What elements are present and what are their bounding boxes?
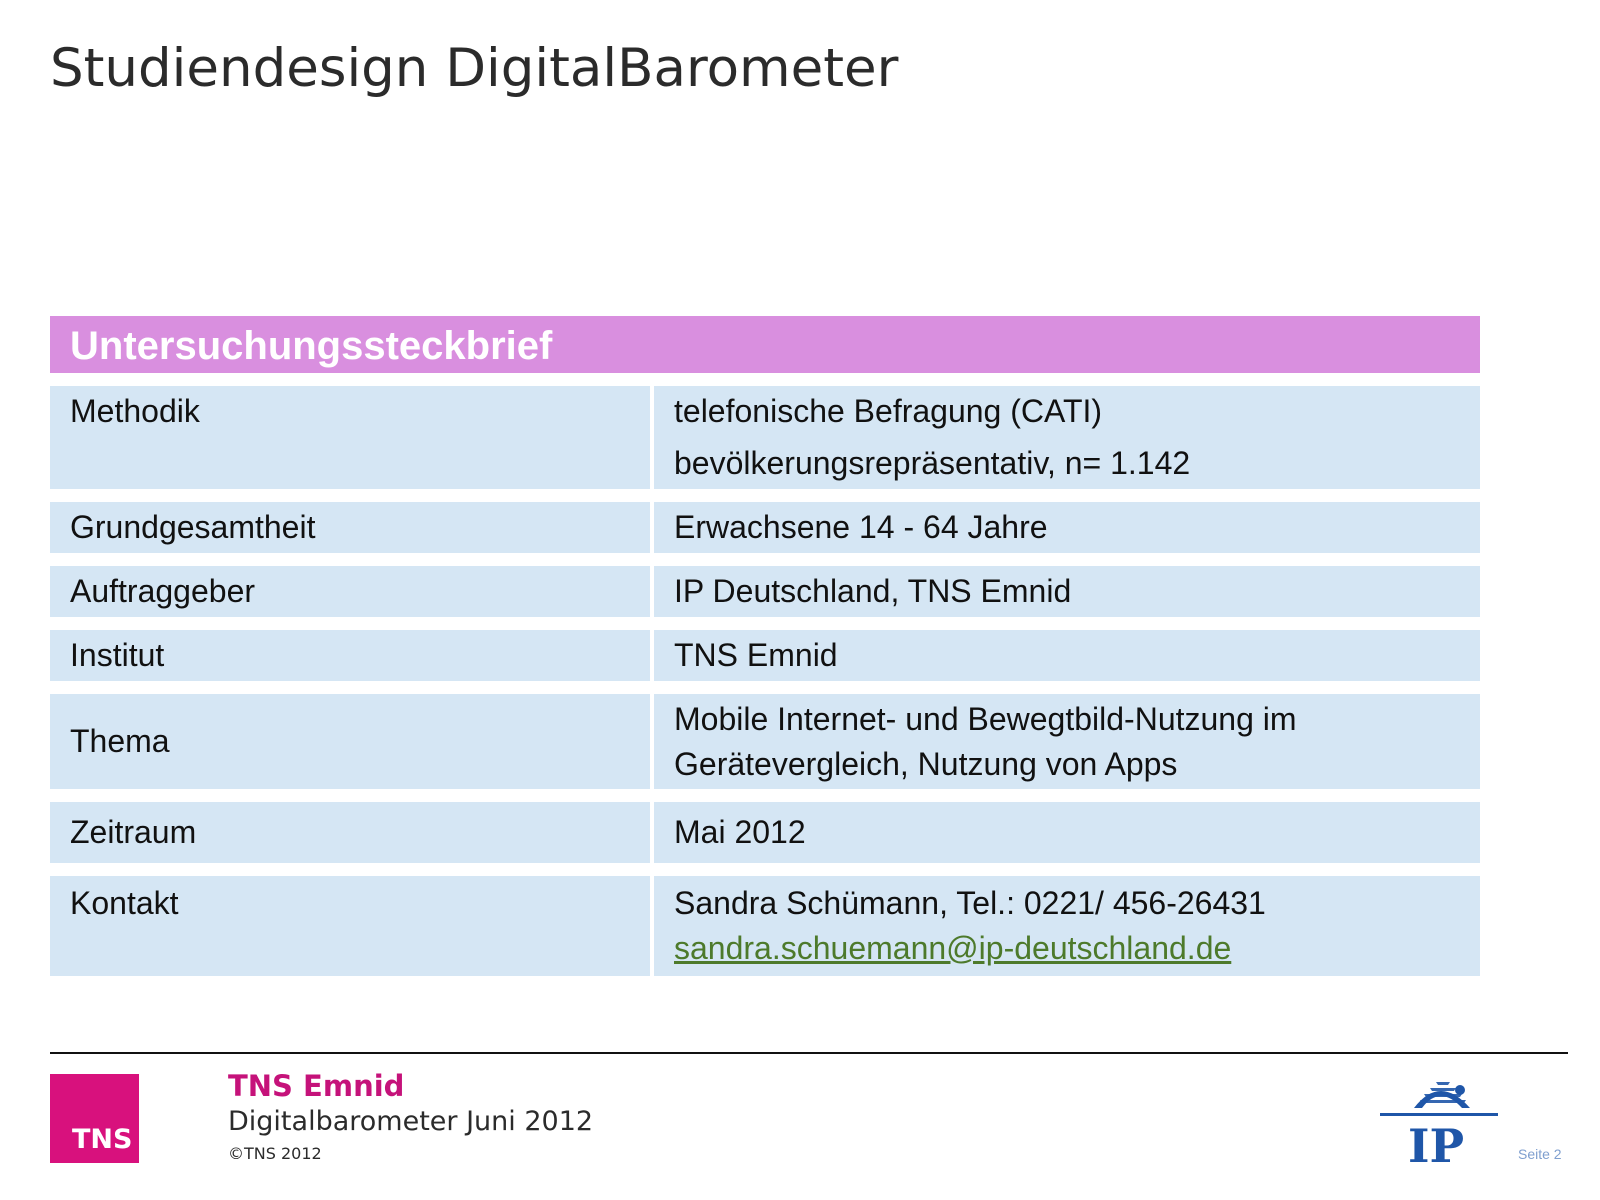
row-value: Mobile Internet- und Bewegtbild-Nutzung … <box>654 694 1480 789</box>
row-value-line: telefonische Befragung (CATI) <box>674 393 1103 429</box>
row-value: Erwachsene 14 - 64 Jahre <box>654 502 1480 553</box>
footer-divider <box>50 1052 1568 1054</box>
row-label: Institut <box>50 630 650 681</box>
ip-logo-text: IP <box>1408 1119 1464 1166</box>
table-header: Untersuchungssteckbrief <box>50 316 1480 373</box>
footer-info: TNS Emnid Digitalbarometer Juni 2012 ©TN… <box>228 1068 593 1168</box>
row-value: Sandra Schümann, Tel.: 0221/ 456-26431 s… <box>654 876 1480 976</box>
table-body: Methodik telefonische Befragung (CATI) b… <box>50 386 1480 976</box>
table-row: Kontakt Sandra Schümann, Tel.: 0221/ 456… <box>50 876 1480 976</box>
row-label: Auftraggeber <box>50 566 650 617</box>
row-value-line: Gerätevergleich, Nutzung von Apps <box>674 746 1178 782</box>
footer-copyright: ©TNS 2012 <box>228 1144 322 1163</box>
page-title: Studiendesign DigitalBarometer <box>50 38 899 99</box>
table-row: Institut TNS Emnid <box>50 630 1480 681</box>
table-row: Thema Mobile Internet- und Bewegtbild-Nu… <box>50 694 1480 789</box>
table-row: Zeitraum Mai 2012 <box>50 802 1480 863</box>
row-label: Grundgesamtheit <box>50 502 650 553</box>
page-number: Seite 2 <box>1518 1146 1562 1162</box>
footer-subtitle: Digitalbarometer Juni 2012 <box>228 1106 594 1137</box>
row-label: Methodik <box>50 386 650 489</box>
row-label: Kontakt <box>50 876 650 976</box>
row-value: telefonische Befragung (CATI) bevölkerun… <box>654 386 1480 489</box>
row-value: Mai 2012 <box>654 802 1480 863</box>
study-profile-table: Untersuchungssteckbrief Methodik telefon… <box>50 316 1480 989</box>
row-value: TNS Emnid <box>654 630 1480 681</box>
table-row: Methodik telefonische Befragung (CATI) b… <box>50 386 1480 489</box>
row-value: IP Deutschland, TNS Emnid <box>654 566 1480 617</box>
row-value-line: bevölkerungsrepräsentativ, n= 1.142 <box>674 445 1191 481</box>
tns-logo: TNS <box>50 1074 139 1163</box>
ip-logo: IP <box>1380 1082 1498 1166</box>
footer-company: TNS Emnid <box>228 1069 405 1103</box>
contact-name-phone: Sandra Schümann, Tel.: 0221/ 456-26431 <box>674 885 1266 921</box>
row-label: Zeitraum <box>50 802 650 863</box>
email-link[interactable]: sandra.schuemann@ip-deutschland.de <box>674 930 1232 966</box>
table-row: Auftraggeber IP Deutschland, TNS Emnid <box>50 566 1480 617</box>
row-value-line: Mobile Internet- und Bewegtbild-Nutzung … <box>674 701 1297 737</box>
table-row: Grundgesamtheit Erwachsene 14 - 64 Jahre <box>50 502 1480 553</box>
row-label: Thema <box>50 694 650 789</box>
